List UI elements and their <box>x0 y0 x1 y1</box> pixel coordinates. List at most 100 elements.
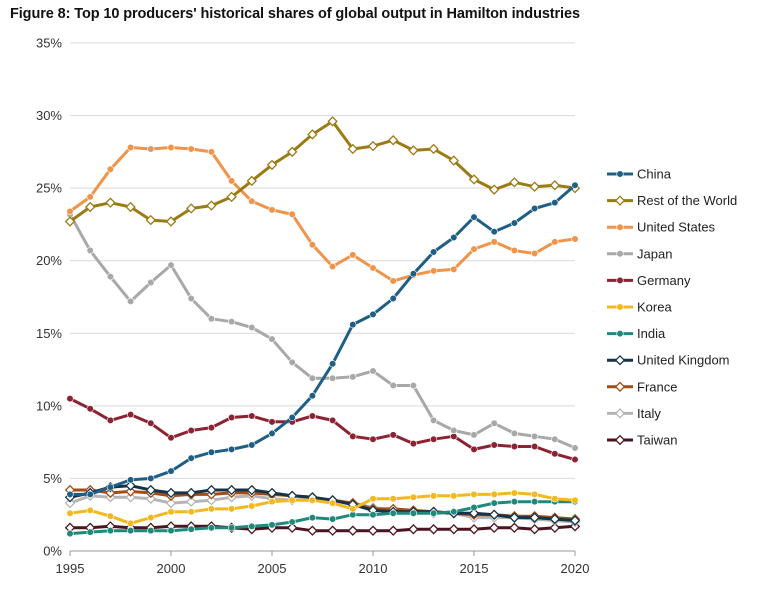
data-point-marker <box>127 297 135 305</box>
series-china <box>66 181 579 498</box>
data-point-marker <box>470 245 478 253</box>
y-tick-label: 35% <box>36 36 62 51</box>
legend-label: Taiwan <box>637 433 677 448</box>
data-point-marker <box>329 262 337 271</box>
data-point-marker <box>206 484 217 496</box>
legend-label: France <box>637 379 677 394</box>
legend: China Rest of the World United States Japan… <box>607 167 737 448</box>
data-point-marker <box>430 416 438 424</box>
data-point-marker <box>228 524 236 532</box>
data-point-marker <box>387 525 399 536</box>
data-point-marker <box>510 489 519 497</box>
data-point-marker <box>369 435 377 443</box>
data-point-marker <box>530 204 539 213</box>
data-point-marker <box>389 431 397 439</box>
data-point-marker <box>409 509 418 517</box>
data-point-marker <box>185 487 197 499</box>
data-point-marker <box>187 508 195 516</box>
legend-item: United Kingdom <box>607 353 730 368</box>
data-point-marker <box>529 524 540 535</box>
data-point-marker <box>551 450 559 458</box>
data-point-marker <box>347 525 359 536</box>
data-point-marker <box>490 499 498 507</box>
data-point-marker <box>308 514 317 522</box>
data-point-marker <box>488 509 500 520</box>
data-point-marker <box>510 498 519 506</box>
data-point-marker <box>569 515 581 526</box>
data-point-marker <box>329 360 337 368</box>
data-point-marker <box>470 490 478 498</box>
data-point-marker <box>327 525 338 536</box>
x-tick-label: 2010 <box>359 561 388 576</box>
legend-label: Germany <box>637 273 691 288</box>
data-point-marker <box>529 181 540 192</box>
data-point-marker <box>165 216 177 227</box>
data-point-marker <box>206 200 217 211</box>
data-point-marker <box>145 493 157 504</box>
data-point-marker <box>614 381 626 393</box>
data-point-marker <box>490 238 498 246</box>
data-point-marker <box>66 207 74 215</box>
data-point-marker <box>409 270 418 278</box>
data-point-marker <box>616 170 624 178</box>
data-point-marker <box>125 480 136 491</box>
data-point-marker <box>66 509 74 517</box>
data-point-marker <box>268 429 276 438</box>
data-point-marker <box>288 358 296 366</box>
data-point-marker <box>530 442 539 451</box>
y-tick-label: 15% <box>36 326 62 341</box>
data-point-marker <box>165 497 177 509</box>
data-point-marker <box>369 264 377 272</box>
data-point-marker <box>288 518 296 526</box>
data-point-marker <box>389 294 397 303</box>
data-point-marker <box>616 223 624 231</box>
series-line <box>68 397 577 462</box>
data-point-marker <box>369 367 377 375</box>
data-point-marker <box>571 496 579 504</box>
data-point-marker <box>268 498 276 506</box>
data-point-marker <box>409 493 418 501</box>
data-point-marker <box>187 525 195 533</box>
data-point-marker <box>490 441 498 449</box>
legend-label: Rest of the World <box>637 193 737 208</box>
data-point-marker <box>127 143 135 152</box>
data-point-marker <box>248 522 256 530</box>
data-point-marker <box>450 426 458 435</box>
data-point-marker <box>614 354 626 366</box>
legend-item: United States <box>607 220 716 235</box>
data-point-marker <box>106 527 114 535</box>
data-point-marker <box>308 241 317 249</box>
data-point-marker <box>86 490 94 498</box>
data-point-marker <box>125 201 136 213</box>
data-point-marker <box>428 143 439 155</box>
data-point-marker <box>387 135 399 146</box>
data-point-marker <box>349 432 357 440</box>
data-point-marker <box>529 512 540 523</box>
legend-item: Taiwan <box>607 433 677 448</box>
series-germany <box>66 395 579 464</box>
data-point-marker <box>349 373 357 381</box>
series-rest-of-the-world <box>64 116 581 227</box>
legend-label: United Kingdom <box>637 353 730 368</box>
data-point-marker <box>207 448 215 456</box>
data-point-marker <box>616 276 624 285</box>
data-point-marker <box>127 527 135 535</box>
data-point-marker <box>488 522 500 533</box>
data-point-marker <box>571 455 579 464</box>
data-point-marker <box>268 418 276 426</box>
data-point-marker <box>450 492 458 500</box>
data-point-marker <box>207 505 215 513</box>
data-point-marker <box>389 495 397 503</box>
data-point-marker <box>167 261 175 269</box>
data-point-marker <box>549 513 561 525</box>
data-point-marker <box>145 214 157 226</box>
data-point-marker <box>571 235 579 243</box>
series-line <box>68 119 577 223</box>
data-point-marker <box>450 265 458 274</box>
data-point-marker <box>450 508 458 516</box>
data-point-marker <box>349 320 357 329</box>
x-tick-label: 1995 <box>56 561 85 576</box>
data-point-marker <box>551 495 559 503</box>
data-point-marker <box>248 412 256 420</box>
data-point-marker <box>106 483 114 491</box>
